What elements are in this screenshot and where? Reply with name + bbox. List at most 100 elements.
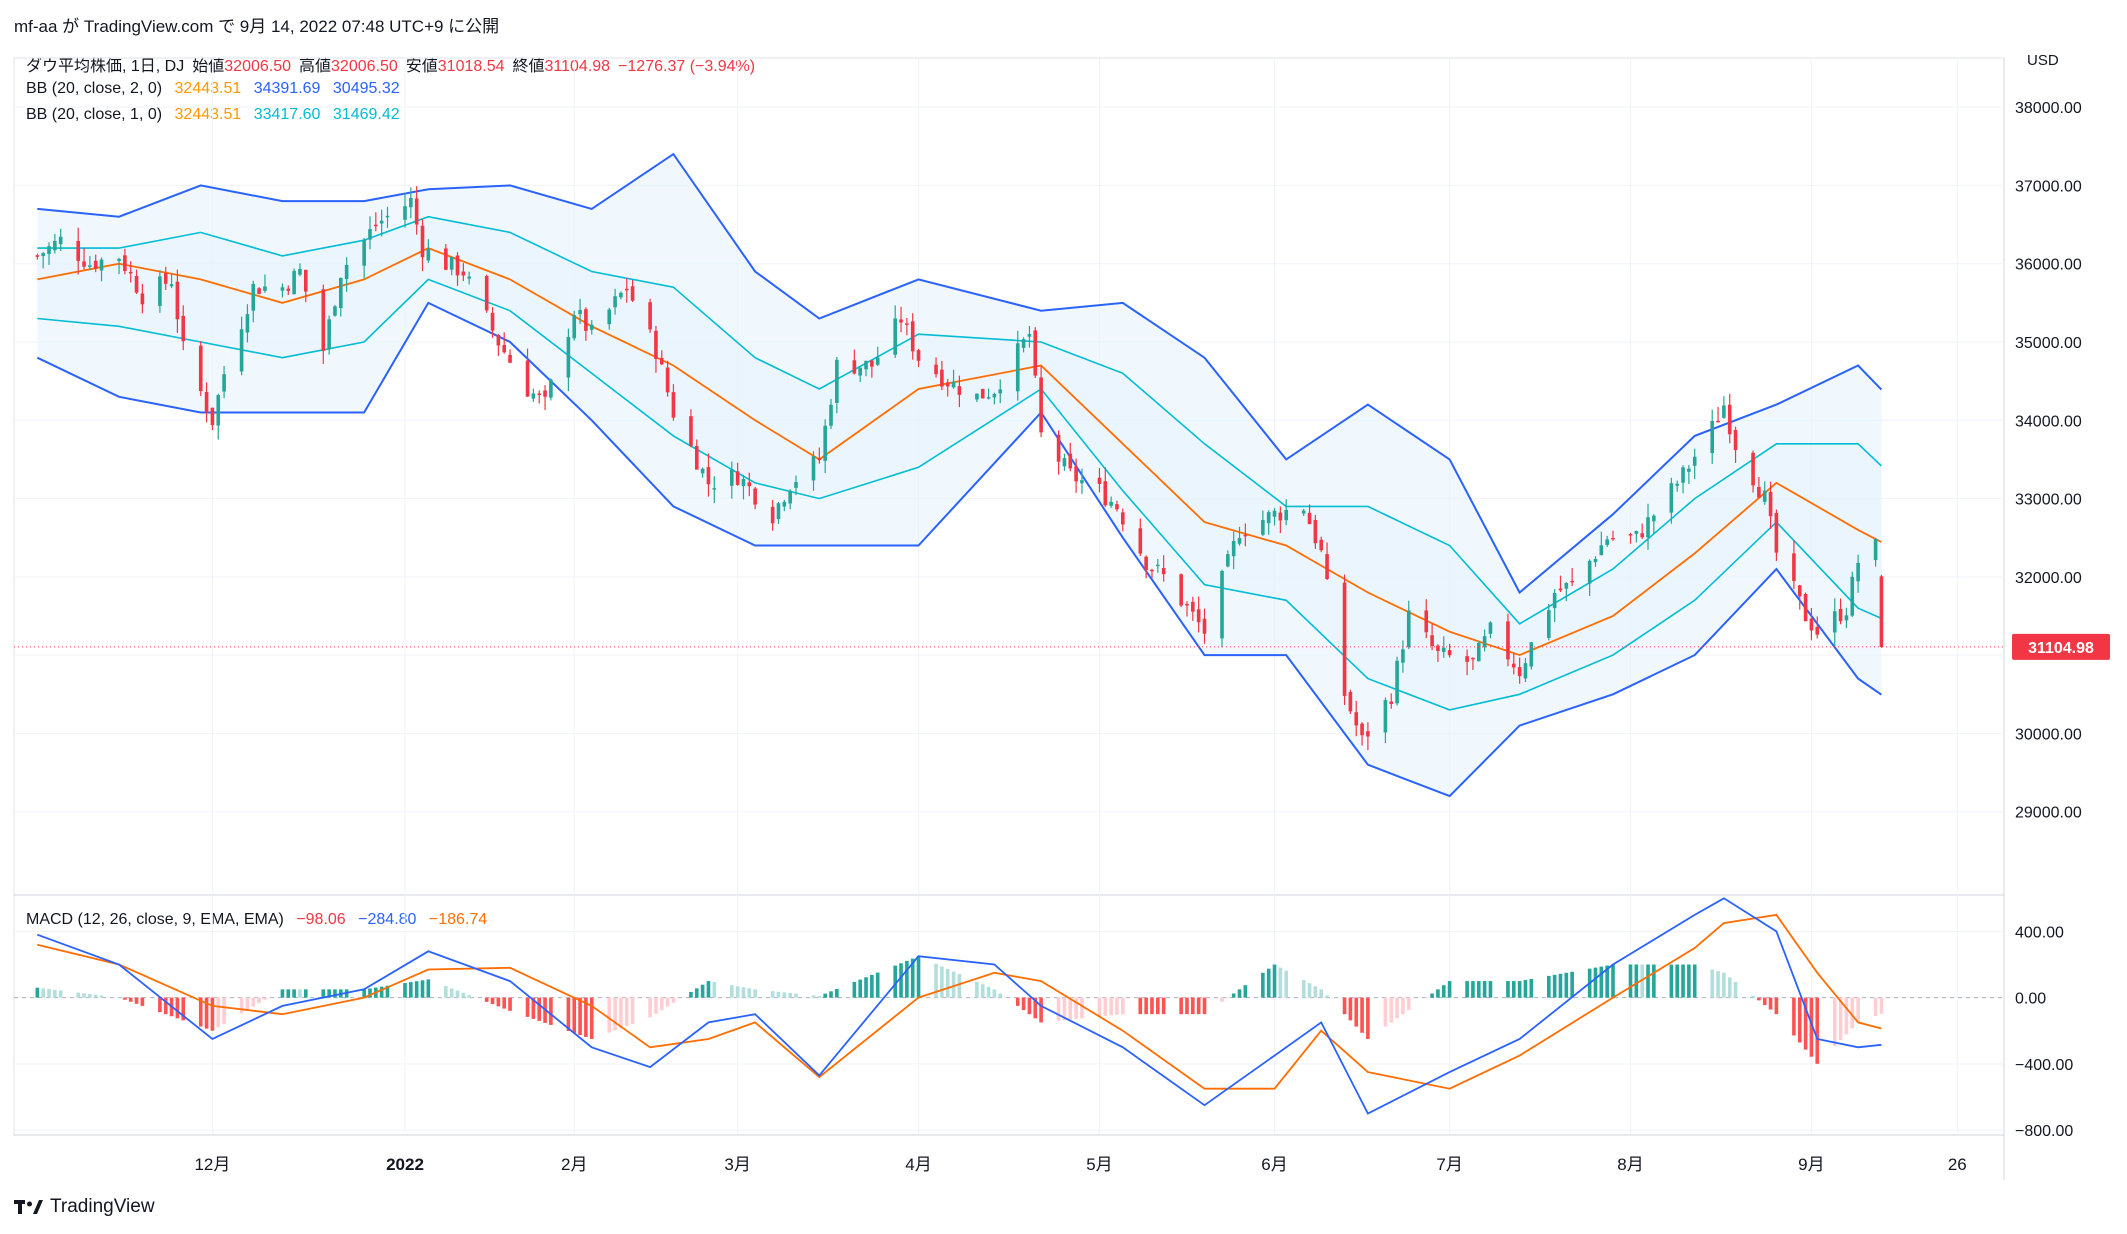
macd-hist-bar [1424,997,1429,999]
macd-hist-bar [280,989,285,998]
candle-body [321,289,326,351]
time-tick-label: 6月 [1261,1155,1287,1174]
macd-tick-label: 0.00 [2015,991,2046,1008]
candle-body [1675,483,1680,486]
macd-hist-bar [1436,989,1440,998]
candle-body [1383,700,1388,733]
macd-hist-bar [1628,964,1633,998]
candle-body [1156,564,1160,567]
macd-hist-bar [175,997,180,1019]
macd-hist-bar [893,965,898,998]
candle-body [1436,645,1440,651]
candle-body [1558,588,1563,591]
candle-body [1547,610,1551,638]
candle-body [76,240,81,261]
macd-label[interactable]: MACD (12, 26, close, 9, EMA, EMA) [26,911,284,928]
candle-body [1301,510,1306,514]
macd-hist-bar [1593,967,1598,998]
candle-body [1284,509,1289,521]
macd-hist-bar [58,990,63,998]
macd-hist-bar [940,966,944,998]
footer-brand: TradingView [14,1196,155,1218]
macd-hist-bar [1062,997,1067,1021]
macd-hist-bar [333,989,337,998]
macd-hist-bar [1366,997,1370,1039]
candle-body [729,469,734,486]
candle-body [1722,405,1726,418]
candle-body [1669,483,1674,513]
macd-hist-bar [426,979,431,998]
candle-body [986,397,991,399]
macd-tick-label: 400.00 [2015,924,2064,941]
macd-hist-bar [128,997,133,1002]
candle-body [945,382,950,387]
candle-body [624,288,629,291]
macd-hist-bar [502,997,507,1009]
macd-hist-bar [1237,989,1242,998]
macd-hist-bar [1179,997,1183,1015]
macd-hist-bar [1120,997,1125,1015]
candle-body [158,276,162,306]
candle-body [490,312,495,331]
macd-hist-bar [648,997,652,1018]
candle-body [344,264,349,280]
macd-hist-bar [794,993,798,998]
macd-hist-bar [1027,997,1032,1015]
time-tick-label: 2月 [561,1155,587,1174]
candle-body [1809,618,1814,631]
macd-hist-bar [251,997,256,1007]
macd-hist-bar [1838,997,1843,1041]
macd-hist-bar [905,960,909,998]
candle-body [134,275,139,293]
candle-body [35,255,40,257]
macd-hist-bar [321,989,326,998]
macd-hist-bar [659,997,664,1011]
candle-body [589,324,594,330]
macd-hist-bar [1342,997,1347,1015]
candle-body [1716,420,1720,423]
high-value: 32006.50 [331,58,398,75]
candle-body [817,458,822,461]
candle-body [1278,512,1283,521]
macd-hist-bar [1558,973,1563,998]
candle-body [1587,560,1592,584]
macd-hist-bar [770,991,775,998]
macd-hist-bar [88,994,92,998]
high-label: 高値 [299,58,332,75]
price-tick-label: 34000.00 [2015,413,2082,430]
candle-body [1401,649,1405,663]
bb2-label[interactable]: BB (20, close, 2, 0) [26,80,163,97]
macd-hist-bar [327,989,331,998]
macd-hist-bar [578,997,582,1035]
macd-hist-bar [1354,997,1359,1027]
candle-body [251,283,256,311]
macd-hist-bar [1226,997,1230,999]
macd-hist-bar [1465,981,1469,998]
macd-hist-value: −98.06 [296,911,346,928]
macd-hist-bar [1202,997,1207,1015]
macd-hist-bar [1068,997,1073,1020]
macd-hist-bar [508,997,512,1011]
bb1-upper: 33417.60 [253,106,321,123]
candle-body [1074,466,1078,482]
candle-body [53,240,57,251]
macd-hist-bar [1103,997,1108,1016]
candle-body [1692,456,1697,466]
candle-body [578,309,582,315]
bb1-label[interactable]: BB (20, close, 1, 0) [26,106,163,123]
candle-body [630,286,635,301]
candle-body [782,501,787,507]
bb1-legend: BB (20, close, 1, 0) 32443.51 33417.60 3… [26,106,408,124]
candle-body [467,276,471,279]
candle-body [484,275,489,311]
candle-body [1476,642,1481,662]
candle-body [613,296,617,308]
symbol-name[interactable]: ダウ平均株価, 1日, DJ [26,58,185,75]
macd-hist-bar [712,982,717,998]
candle-body [940,369,944,387]
candle-body [82,261,86,267]
footer-brand-text: TradingView [50,1196,155,1217]
candle-body [210,407,215,426]
macd-hist-bar [1039,997,1043,1023]
